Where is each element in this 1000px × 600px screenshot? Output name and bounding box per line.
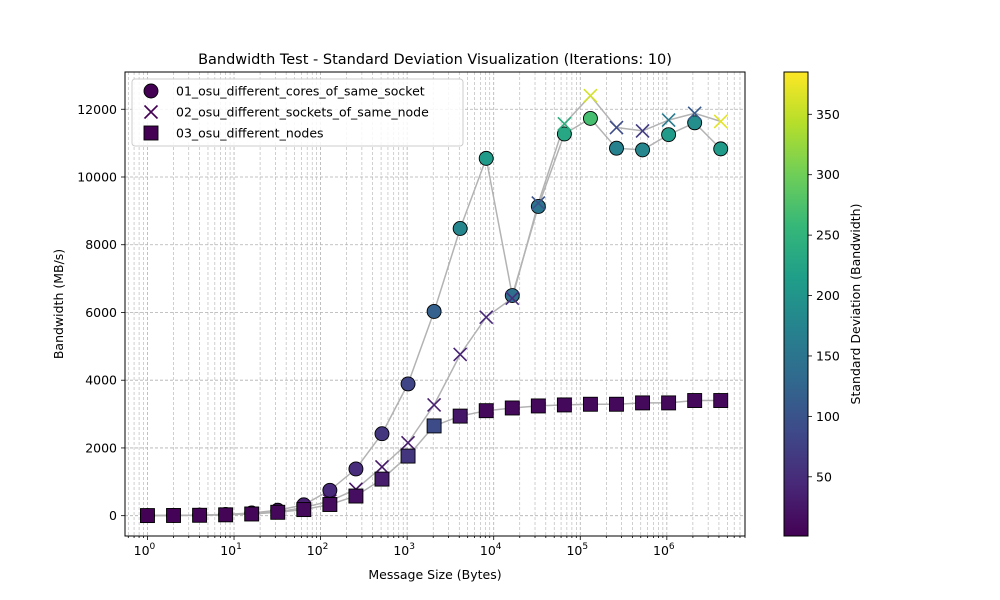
data-point bbox=[478, 403, 494, 419]
colorbar-label: Standard Deviation (Bandwidth) bbox=[848, 204, 863, 405]
data-point bbox=[452, 221, 468, 236]
data-point bbox=[661, 395, 677, 411]
data-point bbox=[635, 142, 651, 158]
colorbar-tick-label: 100 bbox=[816, 409, 840, 424]
data-point bbox=[374, 426, 390, 442]
data-point bbox=[530, 199, 546, 214]
data-point bbox=[218, 507, 234, 523]
data-point bbox=[322, 497, 338, 512]
data-point bbox=[635, 395, 651, 411]
axes: 0 2000 4000 6000 8000 10000 12000 100 101 102 103 1… bbox=[77, 102, 746, 558]
data-point bbox=[504, 400, 520, 416]
x-tick-label: 103 bbox=[393, 542, 415, 558]
y-tick-label: 8000 bbox=[85, 237, 117, 252]
data-point bbox=[400, 435, 416, 450]
data-point bbox=[427, 397, 442, 412]
data-point bbox=[348, 461, 364, 477]
data-markers bbox=[140, 88, 729, 524]
data-point bbox=[661, 127, 677, 143]
data-point bbox=[296, 502, 312, 518]
chart-title: Bandwidth Test - Standard Deviation Visu… bbox=[198, 52, 672, 68]
data-point bbox=[244, 506, 260, 522]
colorbar-tick-label: 350 bbox=[816, 107, 840, 122]
x-tick-label: 104 bbox=[480, 542, 502, 558]
data-point bbox=[531, 196, 546, 211]
colorbar-tick-label: 50 bbox=[816, 469, 832, 484]
data-point bbox=[582, 110, 598, 126]
data-point bbox=[140, 508, 155, 524]
colorbar-tick-label: 250 bbox=[816, 228, 840, 243]
legend-marker bbox=[143, 104, 159, 120]
x-tick-label: 106 bbox=[653, 542, 675, 558]
legend-label: 03_osu_different_nodes bbox=[176, 126, 324, 141]
series-line bbox=[147, 399, 721, 517]
data-point bbox=[556, 397, 572, 413]
data-point bbox=[374, 459, 390, 474]
data-point bbox=[400, 376, 416, 392]
data-point bbox=[478, 150, 494, 166]
data-point bbox=[609, 396, 624, 412]
data-point bbox=[583, 88, 598, 103]
data-point bbox=[687, 106, 702, 121]
legend-marker bbox=[143, 125, 159, 141]
legend-label: 02_osu_different_sockets_of_same_node bbox=[176, 105, 429, 120]
legend: 01_osu_different_cores_of_same_socket 02_… bbox=[131, 78, 464, 147]
colorbar-tick-label: 150 bbox=[816, 348, 840, 363]
x-tick-label: 101 bbox=[220, 542, 242, 558]
colorbar-tick-label: 200 bbox=[816, 288, 840, 303]
data-point bbox=[453, 347, 468, 362]
plot-area-frame bbox=[124, 71, 746, 537]
x-tick-label: 105 bbox=[566, 542, 588, 558]
data-point bbox=[713, 114, 728, 129]
y-axis-label: Bandwidth (MB/s) bbox=[51, 249, 66, 359]
data-point bbox=[426, 418, 442, 434]
legend-box bbox=[131, 78, 464, 147]
data-point bbox=[270, 504, 286, 520]
data-point bbox=[582, 396, 598, 412]
data-point bbox=[348, 488, 364, 504]
data-point bbox=[713, 141, 729, 157]
x-tick-label: 102 bbox=[307, 542, 329, 558]
legend-marker bbox=[143, 83, 159, 99]
data-point bbox=[556, 126, 572, 142]
y-tick-label: 2000 bbox=[85, 440, 117, 455]
data-point bbox=[661, 113, 676, 128]
x-tick-label: 100 bbox=[134, 542, 156, 558]
data-point bbox=[192, 507, 208, 523]
legend-label: 01_osu_different_cores_of_same_socket bbox=[176, 84, 425, 99]
data-point bbox=[635, 123, 650, 138]
y-tick-label: 0 bbox=[109, 508, 117, 523]
y-tick-label: 6000 bbox=[85, 305, 117, 320]
y-tick-label: 4000 bbox=[85, 373, 117, 388]
data-point bbox=[530, 398, 546, 414]
data-point bbox=[609, 120, 624, 135]
x-axis-label: Message Size (Bytes) bbox=[368, 567, 501, 582]
data-point bbox=[713, 393, 729, 408]
data-point bbox=[687, 115, 703, 131]
colorbar: 50 100 150 200 250 300 350 Standard Deviation … bbox=[783, 71, 863, 537]
data-point bbox=[479, 310, 494, 325]
data-point bbox=[609, 140, 624, 156]
data-point bbox=[687, 393, 703, 408]
data-point bbox=[400, 448, 416, 464]
data-point bbox=[426, 304, 442, 319]
colorbar-tick-label: 300 bbox=[816, 167, 840, 182]
data-point bbox=[452, 408, 468, 424]
colorbar-gradient bbox=[783, 71, 809, 537]
data-point bbox=[504, 288, 520, 303]
data-point bbox=[557, 116, 572, 131]
data-point bbox=[166, 508, 181, 523]
y-tick-label: 10000 bbox=[77, 169, 117, 184]
data-point bbox=[505, 291, 520, 306]
y-tick-label: 12000 bbox=[77, 102, 117, 117]
data-point bbox=[374, 471, 390, 487]
